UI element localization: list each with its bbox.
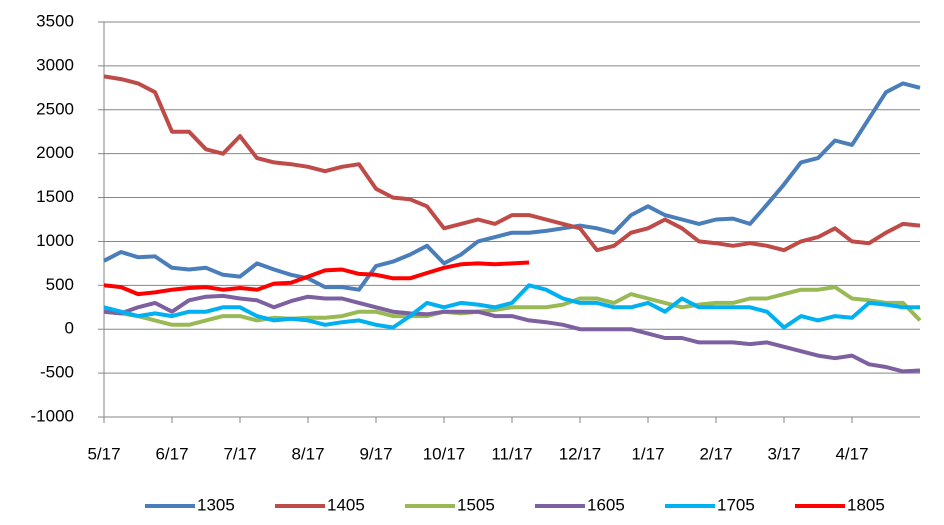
legend-label: 1405 — [327, 495, 365, 514]
legend-label: 1305 — [197, 495, 235, 514]
y-tick-label: 3500 — [36, 11, 74, 30]
x-tick-label: 11/17 — [491, 444, 532, 463]
y-tick-label: 500 — [46, 275, 74, 294]
y-tick-label: 2000 — [36, 143, 74, 162]
x-tick-label: 5/17 — [87, 444, 120, 463]
x-tick-label: 12/17 — [559, 444, 602, 463]
series-line — [103, 293, 921, 374]
x-tick-label: 8/17 — [291, 444, 324, 463]
x-tick-label: 2/17 — [699, 444, 732, 463]
series-line — [103, 74, 921, 253]
series-line — [103, 283, 920, 330]
x-tick-label: 7/17 — [223, 444, 256, 463]
x-tick-label: 9/17 — [359, 444, 392, 463]
series-line — [103, 81, 921, 292]
y-tick-label: 1000 — [36, 231, 74, 250]
y-tick-label: 3000 — [36, 55, 74, 74]
x-tick-label: 10/17 — [423, 444, 466, 463]
y-tick-label: -500 — [40, 363, 74, 382]
x-tick-label: 4/17 — [835, 444, 868, 463]
x-tick-label: 3/17 — [767, 444, 800, 463]
y-tick-label: 0 — [65, 319, 74, 338]
series-line — [103, 260, 530, 297]
legend-label: 1605 — [587, 495, 625, 514]
y-tick-label: 2500 — [36, 99, 74, 118]
legend-label: 1705 — [717, 495, 755, 514]
x-tick-label: 1/17 — [631, 444, 664, 463]
x-tick-label: 6/17 — [155, 444, 188, 463]
y-tick-label: -1000 — [31, 406, 74, 425]
y-tick-label: 1500 — [36, 187, 74, 206]
legend-label: 1505 — [457, 495, 495, 514]
series-line — [103, 285, 922, 327]
legend-label: 1805 — [847, 495, 885, 514]
